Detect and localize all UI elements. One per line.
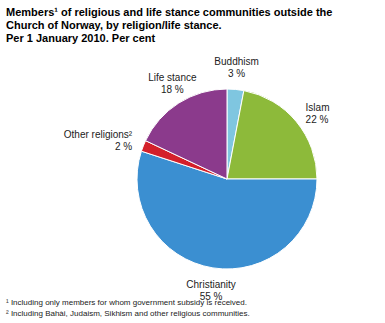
html-text:Members¹ of religious and life: Members¹ of religious and life stance co… <box>6 6 333 31</box>
svg-text:Buddhism3 %: Buddhism3 % <box>214 56 258 79</box>
svg-text:Islam22 %: Islam22 % <box>306 102 330 125</box>
html-text:² Including Bahài, Judaism, Si: ² Including Bahài, Judaism, Sikhism and … <box>6 309 250 318</box>
svg-text:Life stance18 %: Life stance18 % <box>148 72 197 95</box>
html-text:¹ Including only members for w: ¹ Including only members for whom govern… <box>6 298 247 307</box>
html-text:Christianity: Christianity <box>186 278 236 290</box>
html-text:Per 1 January 2010. Per cent: Per 1 January 2010. Per cent <box>6 32 156 44</box>
html-text:55 %: 55 % <box>199 290 223 302</box>
svg-text:Other religions²2 %: Other religions²2 % <box>64 129 133 152</box>
